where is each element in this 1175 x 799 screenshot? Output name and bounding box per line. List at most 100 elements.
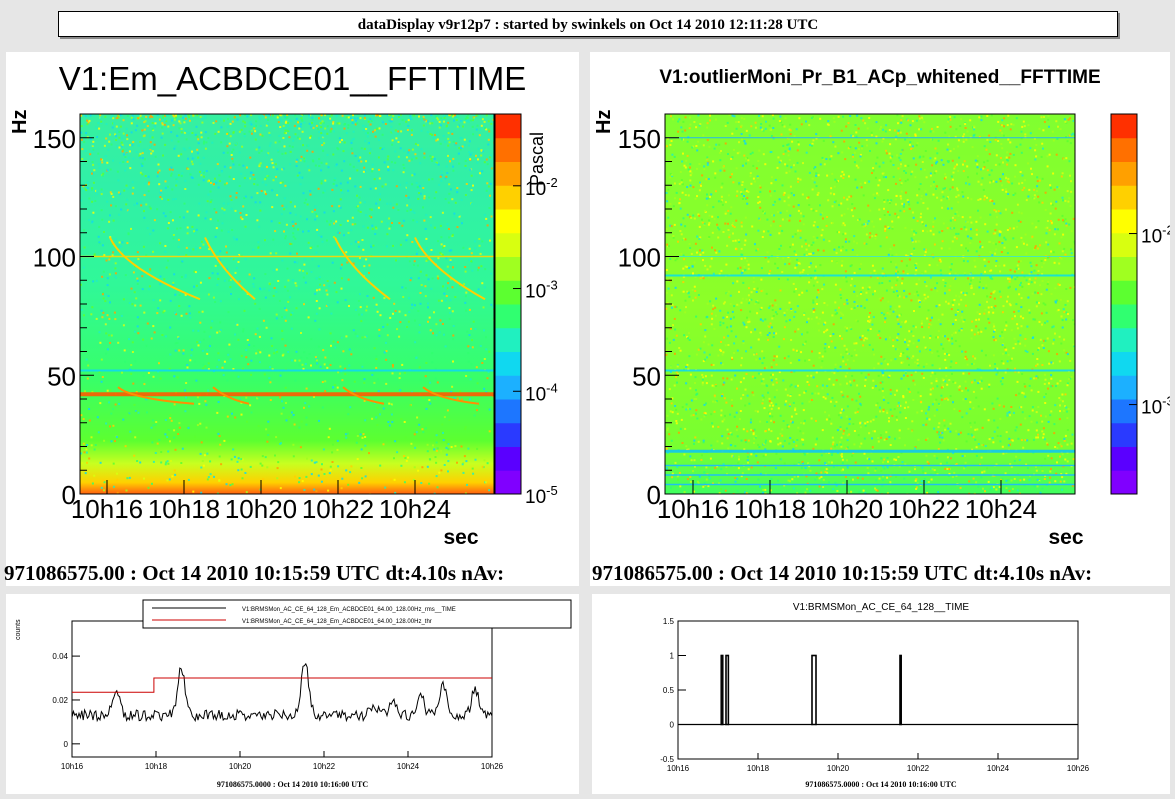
spectrogram-panel-1: V1:Em_ACBDCE01__FFTTIME 0 50 100 150 10h16 10… [6, 52, 579, 586]
y-tick-label: -0.5 [660, 755, 674, 764]
plot-frame [71, 620, 493, 758]
legend-entry: V1:BRMSMon_AC_CE_64_128_Em_ACBDCE01_64.0… [242, 607, 456, 613]
colorbar-tick-label: 10-2 [525, 175, 558, 200]
x-tick-label: 10h16 [71, 494, 143, 524]
colorbar-swatch [1111, 185, 1137, 210]
flag-pulse [725, 654, 730, 726]
x-tick-label: 10h16 [667, 764, 690, 773]
spectrogram-panel-2: V1:outlierMoni_Pr_B1_ACp_whitened__FFTTI… [590, 52, 1170, 586]
colorbar-swatch [1111, 280, 1137, 305]
y-tick-label: 0 [62, 480, 76, 510]
rms-trend-chart: 0 0.02 0.04 10h16 10h18 10h20 10h22 10h24 10h26 c… [15, 599, 572, 771]
flag-pulse [899, 654, 902, 726]
x-tick-label: 10h16 [61, 762, 84, 771]
x-axis-label: sec [443, 526, 478, 549]
y-tick-label: 0.5 [663, 686, 675, 695]
rms-trend-timestamp: 971086575.0000 : Oct 14 2010 10:16:00 UT… [216, 780, 369, 789]
colorbar-swatch [495, 185, 521, 210]
colorbar-swatch [495, 256, 521, 281]
y-tick-label: 100 [618, 243, 661, 273]
colorbar-tick-label: 10-2 [1141, 223, 1170, 248]
colorbar-frame [1110, 113, 1138, 495]
x-axis-label: sec [1048, 526, 1083, 549]
spectrogram-title-1: V1:Em_ACBDCE01__FFTTIME [58, 60, 527, 97]
colorbar-swatch [1111, 351, 1137, 376]
spectrogram-image [665, 114, 1075, 494]
y-tick-label: 1 [670, 652, 675, 661]
legend-box [142, 599, 572, 629]
colorbar-swatch [1111, 161, 1137, 186]
y-tick-label: 150 [618, 124, 661, 154]
colorbar-tick-label: 10-3 [525, 278, 558, 303]
brms-flag-timestamp: 971086575.0000 : Oct 14 2010 10:16:00 UT… [805, 780, 957, 789]
y-tick-label: 0 [64, 740, 69, 749]
colorbar-swatch [495, 209, 521, 234]
colorbar-swatch [495, 422, 521, 447]
x-tick-label: 10h18 [747, 764, 770, 773]
x-tick-label: 10h24 [987, 764, 1010, 773]
colorbar-swatch [1111, 470, 1137, 495]
colorbar-swatch [1111, 256, 1137, 281]
x-tick-label: 10h22 [302, 494, 374, 524]
colorbar-swatch [495, 351, 521, 376]
panel-1-timestamp: 971086575.00 : Oct 14 2010 10:15:59 UTC … [4, 561, 505, 585]
colorbar-swatch [1111, 114, 1137, 139]
colorbar-tick-label: 10-5 [525, 483, 558, 508]
brms-flag-title: V1:BRMSMon_AC_CE_64_128__TIME [792, 602, 970, 613]
plot-frame [677, 620, 1079, 760]
x-tick-label: 10h16 [657, 494, 729, 524]
y-tick-label: 50 [632, 361, 661, 391]
colorbar-tick-label: 10-4 [525, 380, 558, 405]
y-tick-label: 100 [33, 243, 76, 273]
colorbar-swatch [1111, 375, 1137, 400]
y-tick-label: 0 [647, 480, 661, 510]
series-threshold-line [72, 677, 492, 693]
y-axis-label: counts [15, 619, 22, 640]
colorbar-swatch [495, 375, 521, 400]
brms-flag-panel: V1:BRMSMon_AC_CE_64_128__TIME -0.5 0 0.5 1 1… [592, 594, 1170, 794]
legend-entry: V1:BRMSMon_AC_CE_64_128_Em_ACBDCE01_64.0… [242, 619, 432, 625]
colorbar-tick-label: 10-3 [1141, 394, 1170, 419]
y-tick-label: 0 [670, 721, 675, 730]
colorbar-swatch [495, 232, 521, 257]
x-tick-label: 10h26 [1067, 764, 1090, 773]
y-tick-label: 0.04 [52, 652, 68, 661]
flag-pulse [720, 654, 724, 726]
spectrogram-title-2: V1:outlierMoni_Pr_B1_ACp_whitened__FFTTI… [659, 67, 1101, 88]
spectrogram-chart-2: 0 50 100 150 10h16 10h18 10h20 10h22 10h24 sec Hz 1… [593, 110, 1170, 549]
colorbar-swatch [1111, 422, 1137, 447]
x-tick-label: 10h20 [225, 494, 297, 524]
colorbar-swatch [495, 304, 521, 329]
x-tick-label: 10h24 [397, 762, 420, 771]
x-tick-label: 10h26 [481, 762, 504, 771]
colorbar-label: Pascal [527, 132, 547, 186]
x-tick-label: 10h18 [145, 762, 168, 771]
colorbar-swatch [1111, 137, 1137, 162]
app-title: dataDisplay v9r12p7 : started by swinkel… [357, 17, 819, 33]
brms-flag-chart: -0.5 0 0.5 1 1.5 10h16 10h18 10h20 10h22 10h24 10h… [660, 617, 1090, 773]
colorbar-swatch [495, 161, 521, 186]
x-tick-label: 10h22 [313, 762, 336, 771]
x-tick-label: 10h18 [734, 494, 806, 524]
rms-trend-panel: 0 0.02 0.04 10h16 10h18 10h20 10h22 10h24 10h26 c… [6, 594, 579, 794]
y-tick-label: 1.5 [663, 617, 675, 626]
y-axis-label: Hz [593, 110, 615, 134]
colorbar-swatch [495, 280, 521, 305]
colorbar-swatch [495, 114, 521, 139]
y-tick-label: 0.02 [52, 696, 68, 705]
x-tick-label: 10h18 [148, 494, 220, 524]
panel-2-timestamp: 971086575.00 : Oct 14 2010 10:15:59 UTC … [592, 561, 1093, 585]
colorbar-swatch [495, 399, 521, 424]
x-tick-label: 10h24 [965, 494, 1037, 524]
colorbar-swatch [495, 446, 521, 471]
app-title-bar: dataDisplay v9r12p7 : started by swinkel… [58, 11, 1118, 37]
spectrogram-image [80, 114, 494, 494]
colorbar-frame [494, 113, 522, 495]
colorbar-swatch [495, 137, 521, 162]
colorbar-swatch [495, 470, 521, 495]
colorbar-swatch [1111, 304, 1137, 329]
x-tick-label: 10h20 [827, 764, 850, 773]
colorbar-swatch [1111, 327, 1137, 352]
x-tick-label: 10h24 [379, 494, 451, 524]
